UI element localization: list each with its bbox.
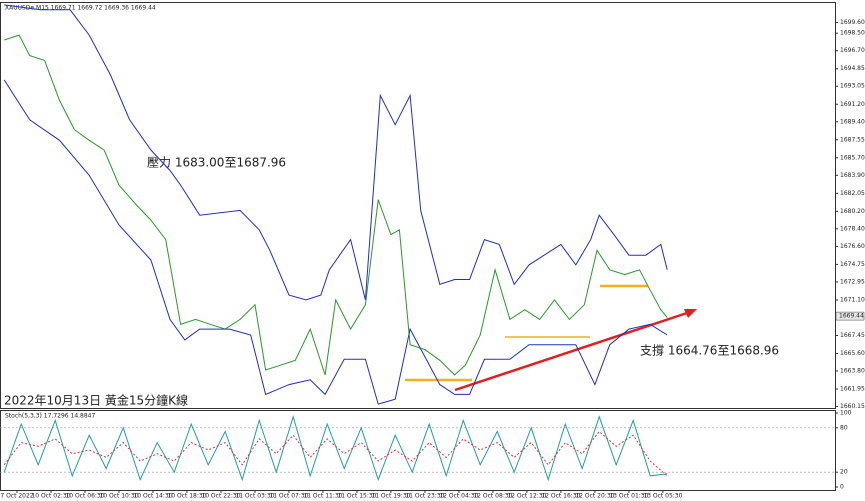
- y-tick-label: 1667.45: [840, 332, 865, 339]
- series-line: [4, 34, 668, 376]
- annotation: 支撐 1664.76至1668.96: [640, 344, 779, 358]
- y-tick-label: 1691.20: [840, 101, 865, 108]
- y-tick-label: 1665.60: [840, 350, 865, 357]
- stoch-title: Stoch(5,3,3) 17.7296 14.8847: [5, 413, 96, 420]
- x-tick-label: 10 Oct 22:30: [201, 493, 240, 500]
- y-tick-label: 1696.70: [840, 47, 865, 54]
- y-tick-label: 1698.50: [840, 30, 865, 37]
- y-tick-label: 1678.40: [840, 225, 865, 232]
- y-tick-label: 1683.90: [840, 172, 865, 179]
- y-tick-label: 1661.95: [840, 386, 865, 393]
- annotation: 壓力 1683.00至1687.96: [147, 156, 286, 170]
- series-line: [3, 430, 668, 477]
- x-tick-label: 12 Oct 16:30: [541, 493, 580, 500]
- x-tick-label: 10 Oct 02:30: [31, 493, 70, 500]
- x-tick-label: 11 Oct 15:30: [337, 493, 376, 500]
- x-tick-label: 10 Oct 14:30: [133, 493, 172, 500]
- main-panel: [0, 2, 836, 409]
- x-tick-label: 10 Oct 18:30: [167, 493, 206, 500]
- series-line: [3, 79, 668, 405]
- y-tick-label: 1676.60: [840, 243, 865, 250]
- price-tag: [835, 311, 865, 321]
- y-tick-label: 1672.95: [840, 278, 865, 285]
- y-tick-label: 1693.05: [840, 83, 865, 90]
- y-tick-label: 1671.10: [840, 296, 865, 303]
- x-tick-label: 13 Oct 01:30: [609, 493, 648, 500]
- y-tick-label: 80: [840, 424, 848, 431]
- x-tick-label: 12 Oct 20:30: [575, 493, 614, 500]
- y-tick-label: 1685.70: [840, 154, 865, 161]
- x-tick-label: 12 Oct 04:30: [439, 493, 478, 500]
- y-tick-label: 1663.80: [840, 368, 865, 375]
- arrow-head: [684, 309, 697, 318]
- x-tick-label: 12 Oct 12:30: [507, 493, 546, 500]
- chart-title: XAUUSDe,M15 1669.71 1669.72 1669.36 1669…: [5, 5, 156, 12]
- x-tick-label: 11 Oct 03:30: [235, 493, 274, 500]
- y-tick-label: 1680.20: [840, 208, 865, 215]
- x-tick-label: 11 Oct 23:30: [405, 493, 444, 500]
- x-tick-label: 12 Oct 08:30: [473, 493, 512, 500]
- price-tag-label: 1669.44: [839, 313, 864, 320]
- stoch-panel: [0, 410, 836, 491]
- y-tick-label: 1699.60: [840, 19, 865, 26]
- y-tick-label: 1687.55: [840, 136, 865, 143]
- x-tick-label: 10 Oct 10:30: [99, 493, 138, 500]
- y-tick-label: 100: [840, 410, 852, 417]
- y-tick-label: 1689.40: [840, 118, 865, 125]
- y-tick-label: 1660.15: [840, 403, 865, 410]
- x-tick-label: 11 Oct 07:30: [269, 493, 308, 500]
- y-tick-label: 20: [840, 469, 848, 476]
- x-tick-label: 11 Oct 19:30: [371, 493, 410, 500]
- y-tick-label: 0: [840, 484, 844, 491]
- y-tick-label: 1694.85: [840, 65, 865, 72]
- x-tick-label: 7 Oct 2022: [0, 493, 33, 500]
- annotation: 2022年10月13日 黃金15分鐘K線: [4, 393, 188, 408]
- y-tick-label: 1682.05: [840, 190, 865, 197]
- x-tick-label: 11 Oct 11:30: [303, 493, 342, 500]
- series-line: [4, 4, 668, 301]
- y-tick-label: 1674.75: [840, 261, 865, 268]
- x-tick-label: 10 Oct 06:30: [65, 493, 104, 500]
- x-tick-label: 13 Oct 05:30: [643, 493, 682, 500]
